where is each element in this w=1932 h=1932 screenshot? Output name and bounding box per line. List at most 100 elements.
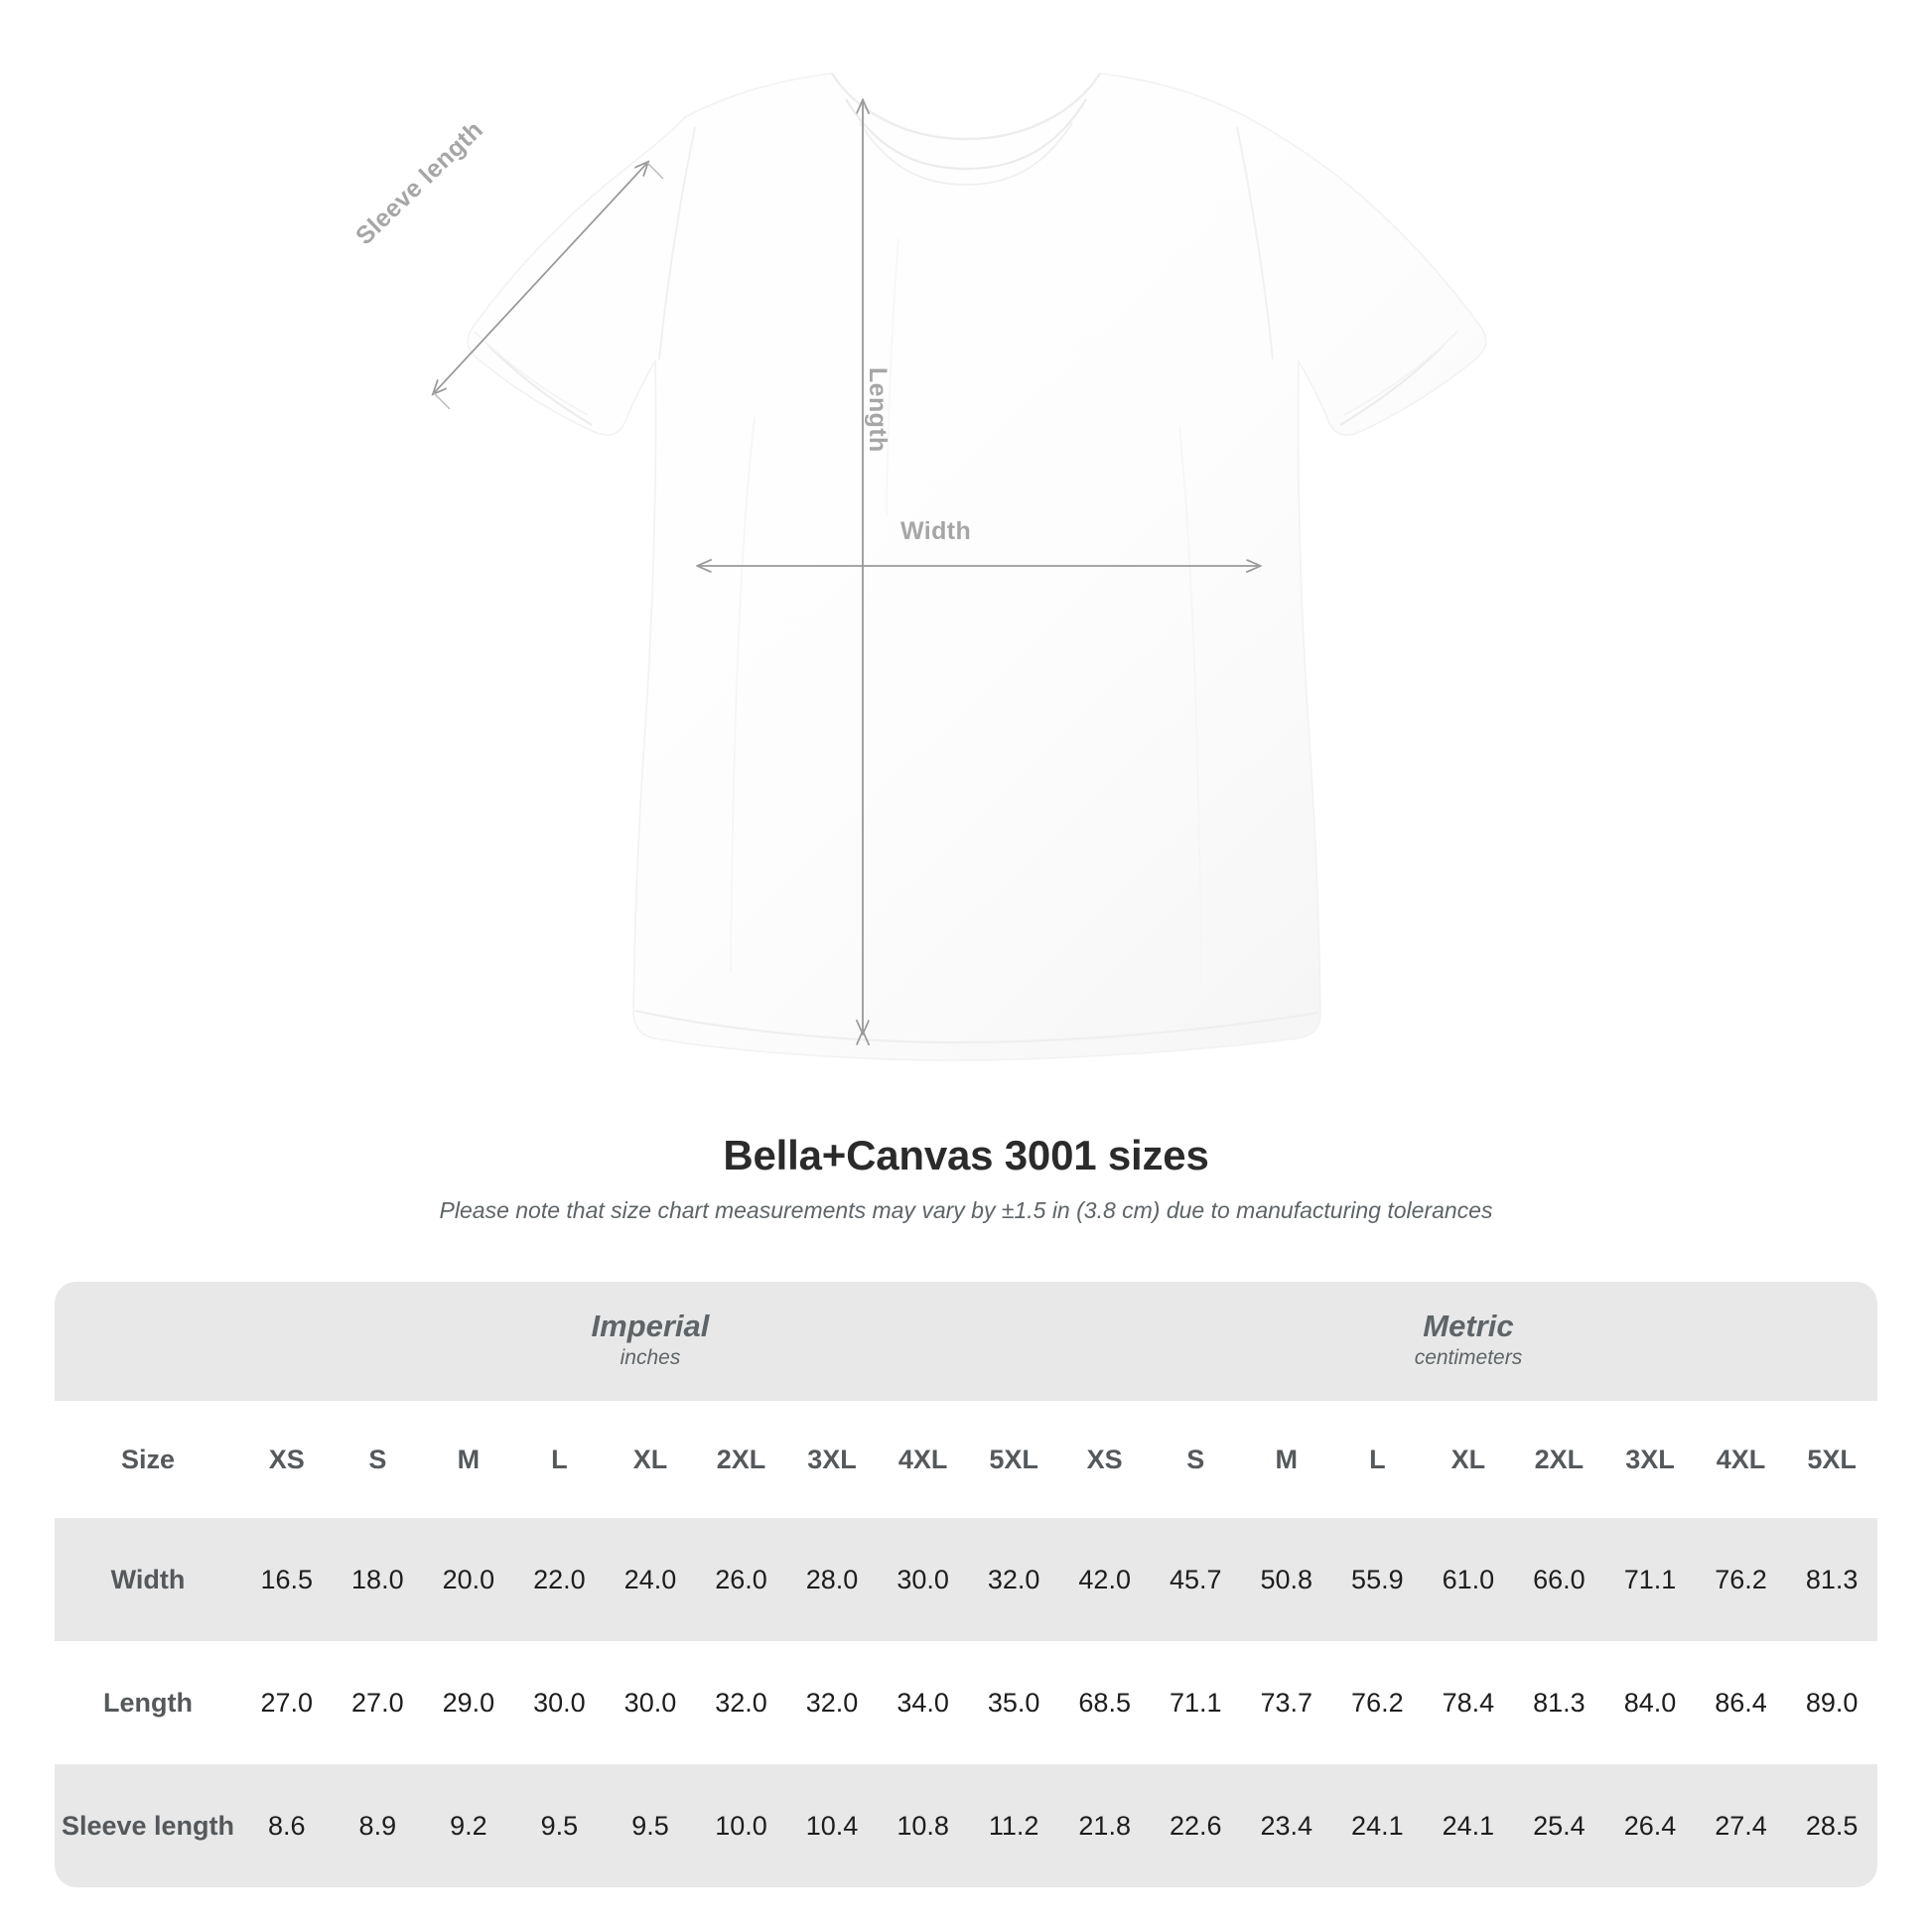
cell-sleeve-length-imperial-m: 9.2 bbox=[423, 1764, 514, 1887]
chart-heading-block: Bella+Canvas 3001 sizes Please note that… bbox=[0, 1132, 1932, 1224]
page-title: Bella+Canvas 3001 sizes bbox=[723, 1132, 1209, 1178]
cell-length-metric-l: 76.2 bbox=[1331, 1641, 1424, 1764]
cell-sleeve-length-metric-l: 24.1 bbox=[1331, 1764, 1424, 1887]
cell-length-imperial-2xl: 32.0 bbox=[695, 1641, 787, 1764]
cell-width-imperial-2xl: 26.0 bbox=[695, 1518, 787, 1641]
size-header-metric-m: M bbox=[1241, 1401, 1332, 1518]
size-table-container: Imperial inches Metric centimeters Size XS S M L… bbox=[55, 1282, 1877, 1887]
cell-length-imperial-s: 27.0 bbox=[332, 1641, 424, 1764]
cell-width-metric-2xl: 66.0 bbox=[1513, 1518, 1605, 1641]
size-header-imperial-4xl: 4XL bbox=[877, 1401, 969, 1518]
cell-sleeve-length-metric-xl: 24.1 bbox=[1423, 1764, 1514, 1887]
cell-length-imperial-m: 29.0 bbox=[423, 1641, 514, 1764]
cell-length-metric-3xl: 84.0 bbox=[1604, 1641, 1696, 1764]
unit-banner-row: Imperial inches Metric centimeters bbox=[55, 1282, 1877, 1401]
unit-group-metric: Metric centimeters bbox=[1058, 1282, 1877, 1401]
size-header-imperial-m: M bbox=[423, 1401, 514, 1518]
cell-width-imperial-4xl: 30.0 bbox=[877, 1518, 969, 1641]
size-header-metric-xl: XL bbox=[1423, 1401, 1514, 1518]
unit-banner-spacer bbox=[55, 1282, 241, 1401]
cell-sleeve-length-imperial-3xl: 10.4 bbox=[786, 1764, 878, 1887]
cell-length-imperial-xs: 27.0 bbox=[241, 1641, 333, 1764]
cell-length-metric-s: 71.1 bbox=[1150, 1641, 1242, 1764]
size-header-metric-s: S bbox=[1150, 1401, 1242, 1518]
cell-length-imperial-l: 30.0 bbox=[513, 1641, 606, 1764]
cell-sleeve-length-metric-3xl: 26.4 bbox=[1604, 1764, 1696, 1887]
cell-width-imperial-s: 18.0 bbox=[332, 1518, 424, 1641]
size-header-imperial-3xl: 3XL bbox=[786, 1401, 878, 1518]
table-row: Sleeve length 8.6 8.9 9.2 9.5 9.5 10.0 10.4 10.8… bbox=[55, 1764, 1877, 1887]
cell-length-imperial-xl: 30.0 bbox=[605, 1641, 696, 1764]
size-header-metric-5xl: 5XL bbox=[1786, 1401, 1877, 1518]
cell-length-metric-xs: 68.5 bbox=[1058, 1641, 1151, 1764]
cell-width-imperial-3xl: 28.0 bbox=[786, 1518, 878, 1641]
cell-width-imperial-xs: 16.5 bbox=[241, 1518, 333, 1641]
tshirt-diagram-svg bbox=[0, 72, 1487, 1061]
size-table: Imperial inches Metric centimeters Size XS S M L… bbox=[55, 1282, 1877, 1887]
size-header-imperial-xl: XL bbox=[605, 1401, 696, 1518]
sleeve-length-dimension-arrow bbox=[434, 163, 664, 410]
cell-length-metric-4xl: 86.4 bbox=[1695, 1641, 1787, 1764]
cell-width-metric-l: 55.9 bbox=[1331, 1518, 1424, 1641]
length-label: Length bbox=[864, 367, 892, 453]
cell-width-metric-xs: 42.0 bbox=[1058, 1518, 1151, 1641]
size-header-metric-4xl: 4XL bbox=[1695, 1401, 1787, 1518]
unit-group-name: Metric bbox=[1423, 1308, 1514, 1343]
cell-sleeve-length-metric-s: 22.6 bbox=[1150, 1764, 1242, 1887]
unit-group-imperial: Imperial inches bbox=[241, 1282, 1059, 1401]
size-header-imperial-xs: XS bbox=[241, 1401, 333, 1518]
cell-sleeve-length-imperial-xl: 9.5 bbox=[605, 1764, 696, 1887]
size-header-metric-3xl: 3XL bbox=[1604, 1401, 1696, 1518]
cell-sleeve-length-imperial-4xl: 10.8 bbox=[877, 1764, 969, 1887]
cell-length-imperial-4xl: 34.0 bbox=[877, 1641, 969, 1764]
cell-length-imperial-3xl: 32.0 bbox=[786, 1641, 878, 1764]
tolerance-note: Please note that size chart measurements… bbox=[439, 1197, 1493, 1223]
cell-width-metric-xl: 61.0 bbox=[1423, 1518, 1514, 1641]
row-header-width: Width bbox=[55, 1518, 241, 1641]
unit-group-name: Imperial bbox=[591, 1308, 710, 1343]
unit-group-subtitle: centimeters bbox=[1414, 1345, 1523, 1369]
table-row: Length 27.0 27.0 29.0 30.0 30.0 32.0 32.0 34.0 35… bbox=[55, 1641, 1877, 1764]
row-header-length: Length bbox=[55, 1641, 241, 1764]
cell-sleeve-length-metric-2xl: 25.4 bbox=[1513, 1764, 1605, 1887]
table-row: Width 16.5 18.0 20.0 22.0 24.0 26.0 28.0 30.0 32.… bbox=[55, 1518, 1877, 1641]
cell-length-metric-2xl: 81.3 bbox=[1513, 1641, 1605, 1764]
size-header-metric-l: L bbox=[1331, 1401, 1424, 1518]
cell-sleeve-length-metric-m: 23.4 bbox=[1241, 1764, 1332, 1887]
cell-width-metric-s: 45.7 bbox=[1150, 1518, 1242, 1641]
size-header-imperial-s: S bbox=[332, 1401, 424, 1518]
size-header-metric-xs: XS bbox=[1058, 1401, 1151, 1518]
size-header-metric-2xl: 2XL bbox=[1513, 1401, 1605, 1518]
cell-length-imperial-5xl: 35.0 bbox=[968, 1641, 1059, 1764]
size-header-imperial-2xl: 2XL bbox=[695, 1401, 787, 1518]
cell-length-metric-m: 73.7 bbox=[1241, 1641, 1332, 1764]
cell-sleeve-length-imperial-l: 9.5 bbox=[513, 1764, 606, 1887]
size-header-imperial-l: L bbox=[513, 1401, 606, 1518]
cell-sleeve-length-metric-4xl: 27.4 bbox=[1695, 1764, 1787, 1887]
tshirt-illustration: Sleeve length Length Width bbox=[0, 72, 1487, 1061]
cell-length-metric-xl: 78.4 bbox=[1423, 1641, 1514, 1764]
cell-width-metric-4xl: 76.2 bbox=[1695, 1518, 1787, 1641]
cell-sleeve-length-imperial-2xl: 10.0 bbox=[695, 1764, 787, 1887]
cell-sleeve-length-metric-xs: 21.8 bbox=[1058, 1764, 1151, 1887]
cell-sleeve-length-imperial-xs: 8.6 bbox=[241, 1764, 333, 1887]
cell-width-imperial-5xl: 32.0 bbox=[968, 1518, 1059, 1641]
size-header-imperial-5xl: 5XL bbox=[968, 1401, 1059, 1518]
size-header-label: Size bbox=[55, 1401, 241, 1518]
tshirt-garment bbox=[467, 72, 1487, 1061]
cell-sleeve-length-imperial-s: 8.9 bbox=[332, 1764, 424, 1887]
cell-sleeve-length-metric-5xl: 28.5 bbox=[1786, 1764, 1877, 1887]
cell-length-metric-5xl: 89.0 bbox=[1786, 1641, 1877, 1764]
cell-width-metric-m: 50.8 bbox=[1241, 1518, 1332, 1641]
width-label: Width bbox=[900, 517, 972, 545]
cell-width-imperial-m: 20.0 bbox=[423, 1518, 514, 1641]
cell-sleeve-length-imperial-5xl: 11.2 bbox=[968, 1764, 1059, 1887]
cell-width-imperial-xl: 24.0 bbox=[605, 1518, 696, 1641]
row-header-sleeve-length: Sleeve length bbox=[55, 1764, 241, 1887]
cell-width-metric-3xl: 71.1 bbox=[1604, 1518, 1696, 1641]
unit-group-subtitle: inches bbox=[620, 1345, 681, 1369]
size-header-row: Size XS S M L XL 2XL 3XL 4XL 5XL XS S M L XL 2XL 3XL 4XL 5… bbox=[55, 1401, 1877, 1518]
cell-width-metric-5xl: 81.3 bbox=[1786, 1518, 1877, 1641]
cell-width-imperial-l: 22.0 bbox=[513, 1518, 606, 1641]
